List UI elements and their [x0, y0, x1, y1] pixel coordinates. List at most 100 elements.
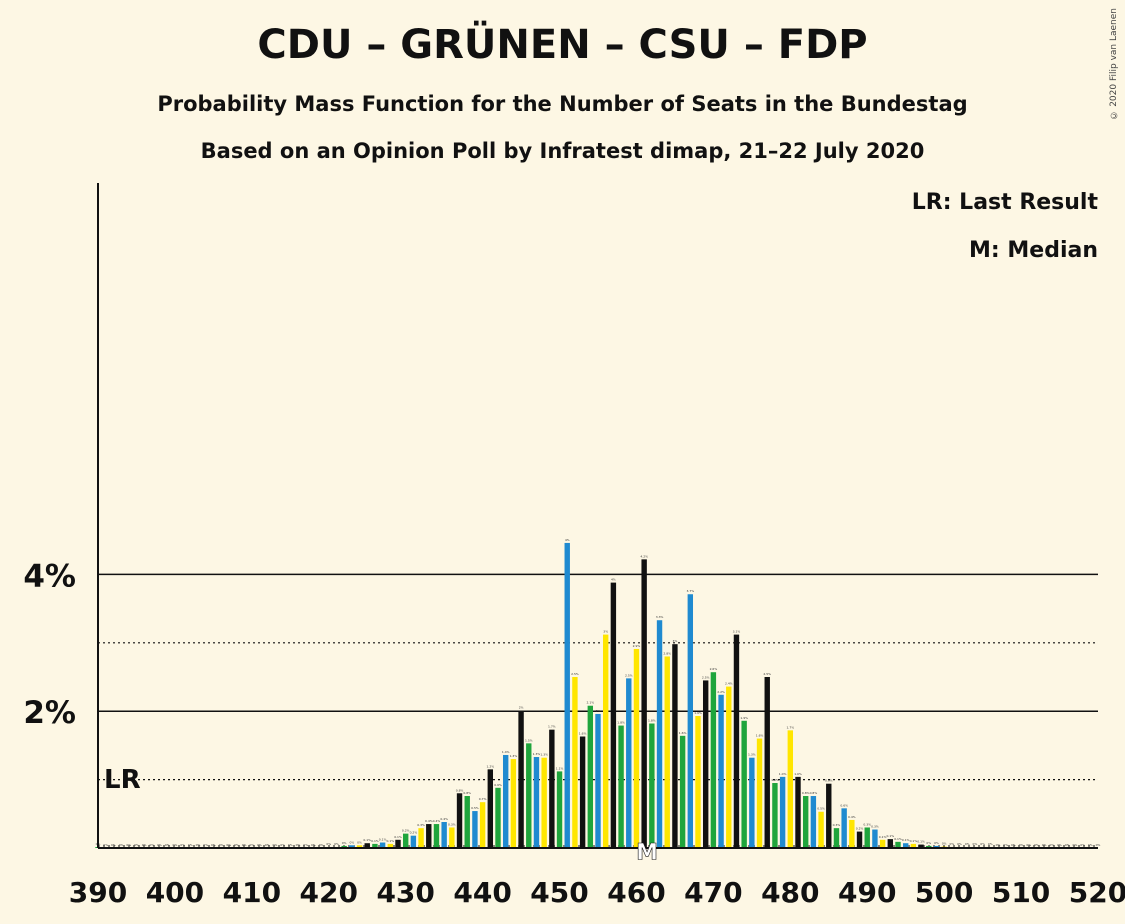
x-tick-label: 480 [761, 876, 819, 909]
bar-seat-428 [387, 843, 394, 848]
bar-seat-490 [864, 827, 870, 848]
bar-label-seat-433: 0.4% [425, 819, 433, 823]
bar-label-seat-488: 0.4% [848, 815, 856, 819]
bar-seat-472 [726, 686, 732, 848]
bar-label-seat-473: 3.1% [733, 630, 741, 634]
bar-seat-466 [679, 735, 686, 848]
bar-seat-440 [479, 802, 486, 848]
bar-seat-495 [902, 843, 909, 848]
bar-label-seat-417: 0% [303, 843, 308, 847]
bars [95, 542, 994, 848]
bar-label-seat-421: 0% [334, 842, 339, 846]
bar-label-seat-489: 0.2% [856, 827, 864, 831]
bar-label-seat-516: 0% [1065, 843, 1070, 847]
markers: LR M [104, 765, 658, 866]
x-tick-label: 430 [376, 876, 434, 909]
bar-label-seat-505: 0% [980, 842, 985, 846]
x-tick-label: 500 [915, 876, 973, 909]
bar-seat-488 [849, 819, 855, 848]
x-tick-label: 420 [300, 876, 358, 909]
bar-label-seat-504: 0% [973, 842, 978, 846]
bar-label-seat-487: 0.6% [840, 803, 848, 807]
bar-seat-496 [910, 843, 917, 848]
bar-seat-456 [602, 634, 609, 848]
x-tick-labels: 390 400 410 420 430 440 450 460 470 480 490 500 510 5… [69, 876, 1125, 909]
bar-label-seat-457: 4% [611, 578, 616, 582]
y-tick-labels: 2% 4% [23, 558, 76, 731]
bar-seat-498 [926, 845, 932, 848]
bar-label-seat-418: 0% [311, 843, 316, 847]
bar-label-seat-510: 0% [1019, 843, 1024, 847]
bar-label-seat-499: 0% [934, 841, 939, 845]
bar-seat-479 [779, 776, 786, 848]
bar-seat-427 [379, 842, 386, 848]
bar-label-seat-464: 2.8% [663, 651, 671, 655]
bar-seat-441 [487, 769, 494, 848]
bar-label-seat-480: 1.7% [786, 725, 794, 729]
bar-seat-470 [710, 672, 717, 848]
bar-label-seat-481: 1.0% [794, 772, 802, 776]
bar-label-seat-483: 0.8% [810, 791, 818, 795]
bar-label-seat-429: 0.1% [394, 835, 402, 839]
bar-label-seat-416: 0% [296, 843, 301, 847]
bar-label-seat-406: 0% [219, 843, 224, 847]
bar-seat-426 [372, 843, 378, 848]
bar-seat-424 [356, 845, 363, 848]
bar-label-seat-413: 0% [273, 843, 278, 847]
bar-label-seat-392: 0% [111, 843, 116, 847]
bar-label-seat-397: 0% [149, 843, 154, 847]
bar-label-seat-445: 2% [519, 706, 524, 710]
bar-seat-484 [818, 811, 824, 848]
bar-label-seat-461: 4.2% [640, 554, 648, 558]
bar-seat-438 [464, 796, 470, 848]
bar-label-seat-422: 0% [342, 841, 347, 845]
bar-seat-439 [472, 811, 478, 848]
bar-label-seat-452: 2.5% [571, 672, 579, 676]
bar-seat-475 [749, 757, 755, 848]
bar-label-seat-420: 0% [326, 842, 331, 846]
bar-seat-435 [441, 822, 447, 848]
x-tick-label: 520 [1069, 876, 1125, 909]
bar-label-seat-518: 0% [1080, 843, 1085, 847]
bar-label-seat-478: 1.0% [771, 778, 779, 782]
bar-label-seat-519: 0% [1088, 843, 1093, 847]
bar-seat-499 [933, 845, 940, 848]
bar-label-seat-501: 0% [949, 842, 954, 846]
bar-label-seat-425: 0.1% [363, 838, 371, 842]
bar-seat-477 [764, 677, 770, 848]
bar-label-seat-444: 1.3% [510, 754, 518, 758]
x-tick-label: 450 [530, 876, 588, 909]
bar-label-seat-449: 1.7% [548, 725, 556, 729]
bar-seat-425 [364, 843, 370, 848]
bar-seat-461 [641, 559, 647, 848]
bar-label-seat-472: 2.4% [725, 682, 733, 686]
bar-label-seat-477: 2.5% [763, 672, 771, 676]
bar-seat-489 [856, 831, 863, 848]
bar-label-seat-495: 0.1% [902, 838, 910, 842]
chart-subtitle: Probability Mass Function for the Number… [157, 92, 968, 116]
y-tick-label: 4% [23, 558, 76, 594]
bar-seat-455 [595, 713, 601, 848]
bar-seat-443 [502, 754, 509, 848]
bar-seat-431 [410, 835, 417, 848]
bar-label-seat-409: 0% [242, 843, 247, 847]
bar-seat-467 [687, 594, 694, 848]
bar-label-seat-507: 0% [996, 843, 1001, 847]
bar-label-seat-459: 2.5% [625, 673, 633, 677]
bar-label-seat-447: 1.3% [533, 752, 541, 756]
bar-label-seat-503: 0% [965, 842, 970, 846]
bar-label-seat-469: 2.5% [702, 675, 710, 679]
bar-label-seat-427: 0.1% [379, 838, 387, 842]
bar-seat-429 [395, 839, 401, 848]
bar-seat-437 [456, 793, 463, 848]
bar-seat-480 [787, 730, 794, 848]
bar-seat-492 [879, 839, 886, 848]
bar-seat-451 [564, 542, 570, 848]
bar-label-seat-398: 0% [157, 843, 162, 847]
bar-label-seat-410: 0% [249, 843, 254, 847]
bar-label-seat-448: 1.3% [540, 753, 548, 757]
bar-label-seat-454: 2.1% [586, 701, 594, 705]
bar-label-seat-508: 0% [1003, 843, 1008, 847]
bar-label-seat-405: 0% [211, 843, 216, 847]
bar-seat-491 [872, 829, 878, 848]
